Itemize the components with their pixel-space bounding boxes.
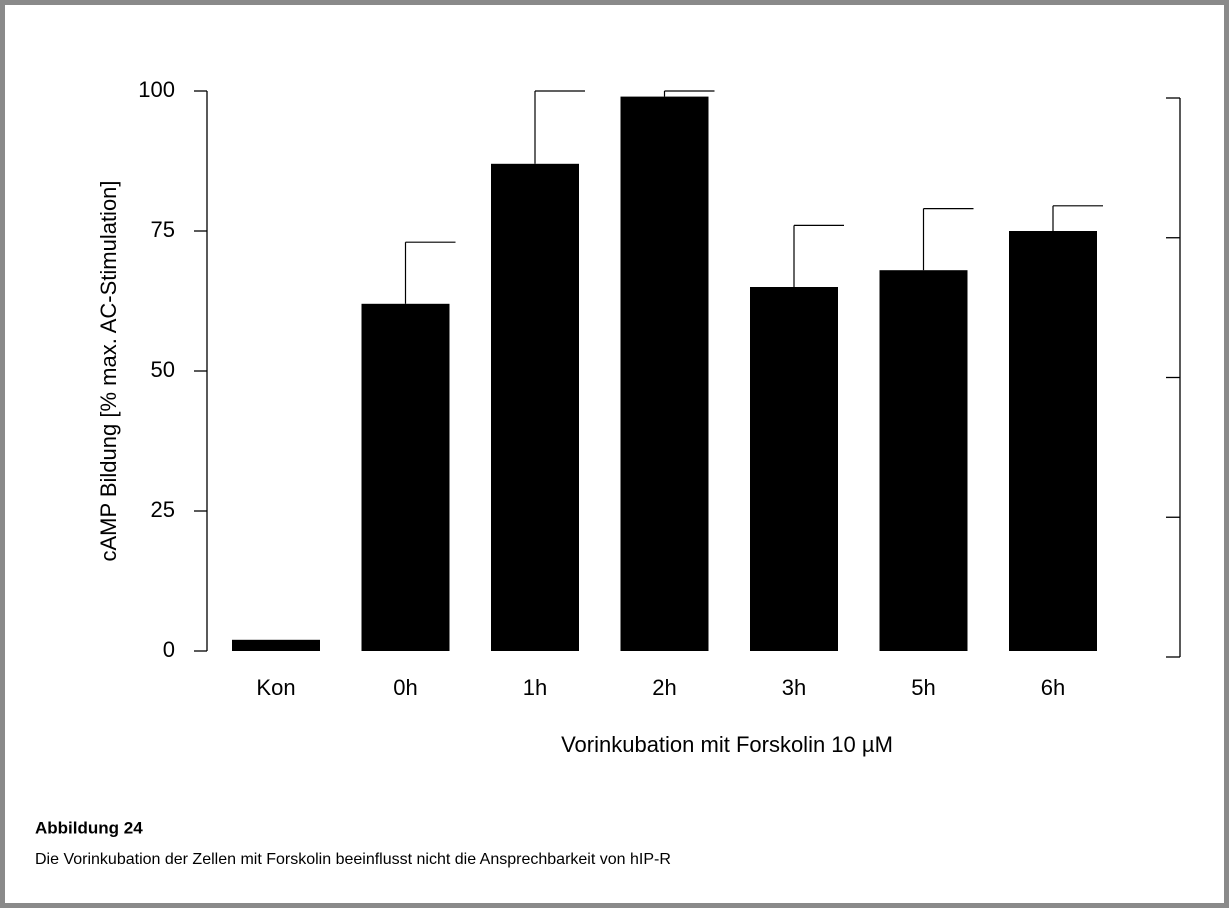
bar xyxy=(361,303,450,651)
x-tick-label: 3h xyxy=(782,675,806,700)
bar xyxy=(750,287,838,651)
caption-text: Die Vorinkubation der Zellen mit Forskol… xyxy=(35,851,671,868)
x-axis-label: Vorinkubation mit Forskolin 10 µM xyxy=(561,732,893,757)
x-tick-label: 1h xyxy=(523,675,547,700)
bar xyxy=(232,639,320,651)
bar xyxy=(1009,231,1097,651)
x-tick-label: Kon xyxy=(256,675,295,700)
caption-title: Abbildung 24 xyxy=(35,818,143,837)
bar xyxy=(879,270,968,651)
bar xyxy=(620,96,709,652)
y-tick-label: 100 xyxy=(138,77,175,102)
x-tick-label: 5h xyxy=(911,675,935,700)
y-tick-label: 0 xyxy=(163,637,175,662)
x-tick-label: 6h xyxy=(1041,675,1065,700)
y-tick-label: 75 xyxy=(151,217,175,242)
bar xyxy=(491,163,579,652)
y-axis-label: cAMP Bildung [% max. AC-Stimulation] xyxy=(96,180,121,561)
y-tick-label: 25 xyxy=(151,497,175,522)
y-tick-label: 50 xyxy=(151,357,175,382)
x-tick-label: 0h xyxy=(393,675,417,700)
x-tick-label: 2h xyxy=(652,675,676,700)
